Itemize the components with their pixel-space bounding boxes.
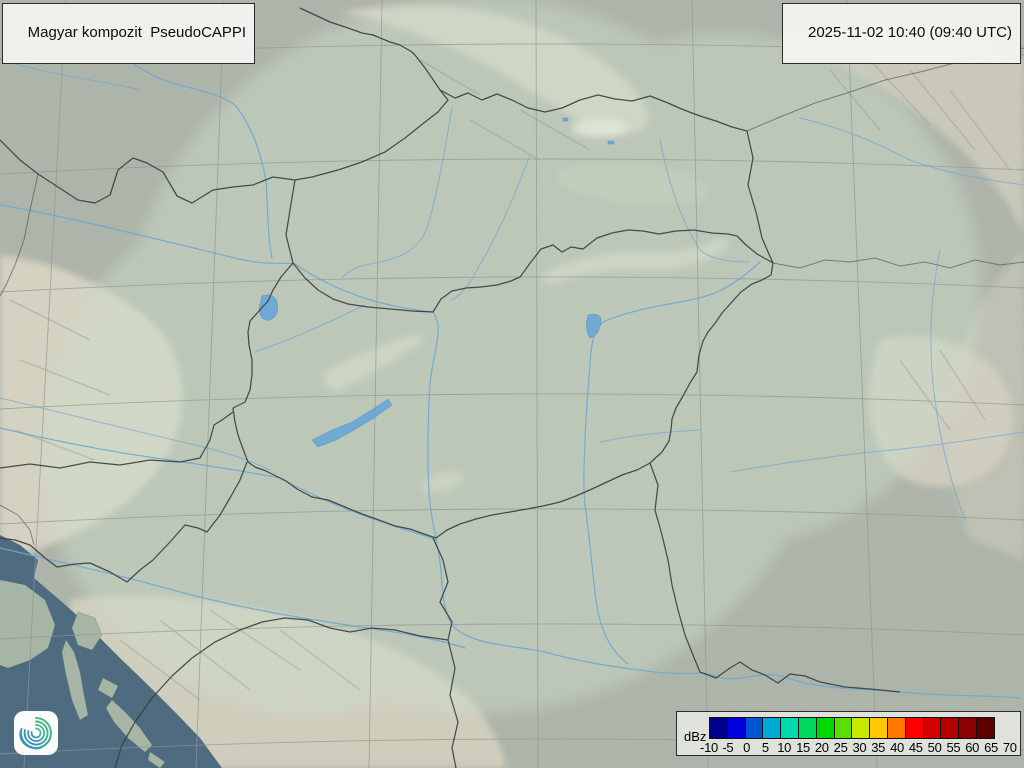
- legend-cell: [851, 717, 871, 739]
- legend-tick: 0: [743, 740, 751, 755]
- mountain-ridges: [9, 59, 1011, 701]
- legend-tick: 20: [814, 740, 829, 755]
- legend-cell: [780, 717, 799, 739]
- country-borders: [0, 7, 1024, 768]
- legend-color-scale: [709, 717, 995, 739]
- legend-cell: [922, 717, 942, 739]
- legend-tick: 70: [1002, 740, 1017, 755]
- islands: [61, 611, 166, 768]
- weather-service-logo: [14, 711, 58, 755]
- legend-cell: [709, 717, 728, 739]
- legend-cell: [904, 717, 924, 739]
- lake-balaton: [311, 398, 393, 448]
- legend-cell: [726, 717, 746, 739]
- legend-tick: -10: [700, 740, 718, 755]
- swirl-logo-icon: [14, 711, 58, 755]
- legend-tick: 10: [777, 740, 792, 755]
- legend-tick: 40: [890, 740, 904, 755]
- timestamp: 2025-11-02 10:40 (09:40 UTC): [807, 24, 1012, 41]
- legend-cell: [940, 717, 960, 739]
- lake-tisza: [586, 314, 602, 339]
- legend-panel: dBz -10 -5 0 5 10 15 20 25 30 35 40 45 50 55 60 65 70: [676, 711, 1021, 756]
- legend-cell: [762, 717, 782, 739]
- legend-tick: 65: [984, 740, 998, 755]
- legend-tick: 25: [833, 740, 848, 755]
- legend-unit-label: dBz: [684, 729, 707, 744]
- lake-ferto: [258, 294, 278, 321]
- product-label-box: Magyar kompozit PseudoCAPPI: [2, 3, 256, 64]
- istria-peninsula: [0, 580, 55, 668]
- lakes: [258, 117, 615, 448]
- legend-tick: 5: [761, 740, 769, 755]
- legend-cell: [869, 717, 888, 739]
- legend-tick: 60: [965, 740, 980, 755]
- legend-cell: [744, 717, 764, 739]
- hungary-border: [232, 229, 774, 539]
- timestamp-box: 2025-11-02 10:40 (09:40 UTC): [782, 3, 1021, 64]
- legend-cell: [958, 717, 977, 739]
- legend-tick: 30: [852, 740, 867, 755]
- legend-tick: 55: [946, 740, 961, 755]
- legend-tick: 50: [927, 740, 942, 755]
- legend-cell: [815, 717, 835, 739]
- legend-cell: [833, 717, 853, 739]
- legend-tick: -5: [722, 740, 734, 755]
- legend-tick: 45: [908, 740, 923, 755]
- legend-tick: 35: [871, 740, 886, 755]
- product-label: Magyar kompozit PseudoCAPPI: [27, 24, 247, 41]
- legend-cell: [975, 717, 995, 739]
- legend-cell: [797, 717, 817, 739]
- legend-tick: 15: [796, 740, 810, 755]
- legend-cell: [886, 717, 906, 739]
- adriatic-sea: [0, 535, 222, 768]
